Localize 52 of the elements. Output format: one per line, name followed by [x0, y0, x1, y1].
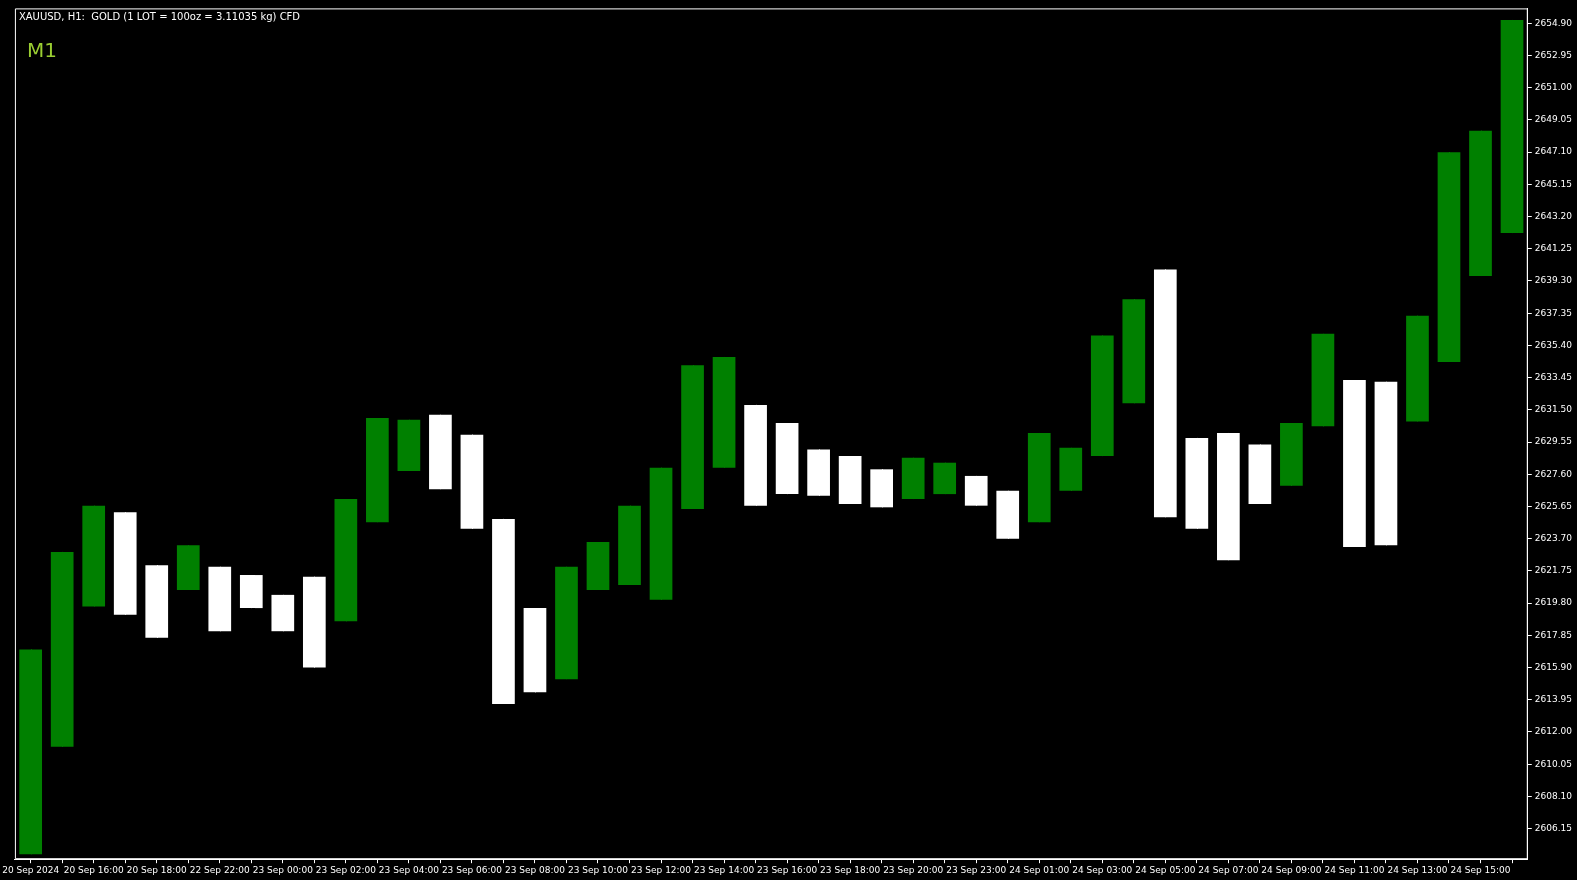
y-tick-label: 2645.15	[1534, 178, 1572, 189]
y-tick-label: 2643.20	[1534, 210, 1573, 221]
x-tick-label: 23 Sep 23:00	[946, 864, 1007, 875]
x-tick-label: 24 Sep 07:00	[1198, 864, 1259, 875]
y-tick-label: 2606.15	[1534, 822, 1572, 833]
x-tick-label: 24 Sep 01:00	[1009, 864, 1070, 875]
x-tick-label: 24 Sep 13:00	[1387, 864, 1448, 875]
y-tick-label: 2654.90	[1534, 17, 1573, 28]
x-tick-label: 24 Sep 05:00	[1135, 864, 1196, 875]
x-tick-label: 23 Sep 08:00	[504, 864, 566, 875]
x-tick-label: 23 Sep 06:00	[441, 864, 503, 875]
x-tick-label: 20 Sep 16:00	[63, 864, 125, 875]
y-tick-label: 2623.70	[1534, 533, 1573, 544]
x-tick-label: 23 Sep 16:00	[757, 864, 818, 875]
x-tick-label: 23 Sep 00:00	[252, 864, 314, 875]
y-tick-label: 2633.45	[1534, 371, 1572, 382]
y-tick-label: 2610.05	[1534, 758, 1572, 769]
y-tick-label: 2629.55	[1534, 436, 1572, 447]
x-tick-label: 23 Sep 18:00	[820, 864, 881, 875]
y-tick-label: 2652.95	[1534, 49, 1572, 60]
y-tick-label: 2649.05	[1534, 114, 1572, 125]
y-tick-label: 2627.60	[1534, 468, 1573, 479]
y-tick-label: 2635.40	[1534, 339, 1573, 350]
y-tick-label: 2615.90	[1534, 661, 1573, 672]
x-tick-label: 22 Sep 22:00	[189, 864, 251, 875]
y-tick-label: 2639.30	[1534, 275, 1573, 286]
x-tick-label: 24 Sep 11:00	[1324, 864, 1385, 875]
x-tick-label: 24 Sep 03:00	[1072, 864, 1133, 875]
chart-title: XAUUSD, H1: GOLD (1 LOT = 100oz = 3.11035 kg) CFD	[18, 10, 301, 22]
annotation: M1	[26, 37, 57, 62]
x-tick-label: 20 Sep 2024	[2, 864, 60, 875]
x-tick-label: 23 Sep 02:00	[315, 864, 377, 875]
x-tick-label: 24 Sep 15:00	[1450, 864, 1511, 875]
y-tick-label: 2637.35	[1534, 307, 1572, 318]
y-tick-label: 2625.65	[1534, 500, 1572, 511]
y-tick-label: 2647.10	[1534, 146, 1573, 157]
y-tick-label: 2612.00	[1534, 726, 1573, 737]
y-tick-label: 2651.00	[1534, 82, 1573, 93]
y-tick-label: 2617.85	[1534, 629, 1572, 640]
x-tick-label: 23 Sep 20:00	[883, 864, 944, 875]
x-tick-label: 23 Sep 10:00	[567, 864, 629, 875]
x-tick-label: 24 Sep 09:00	[1261, 864, 1322, 875]
y-tick-label: 2613.95	[1534, 694, 1572, 705]
y-tick-label: 2621.75	[1534, 565, 1572, 576]
x-tick-label: 23 Sep 04:00	[378, 864, 440, 875]
y-tick-label: 2619.80	[1534, 597, 1573, 608]
x-tick-label: 20 Sep 18:00	[126, 864, 188, 875]
y-tick-label: 2631.50	[1534, 404, 1573, 415]
y-tick-label: 2641.25	[1534, 243, 1572, 254]
x-tick-label: 23 Sep 14:00	[694, 864, 755, 875]
y-tick-label: 2608.10	[1534, 790, 1573, 801]
x-tick-label: 23 Sep 12:00	[630, 864, 692, 875]
